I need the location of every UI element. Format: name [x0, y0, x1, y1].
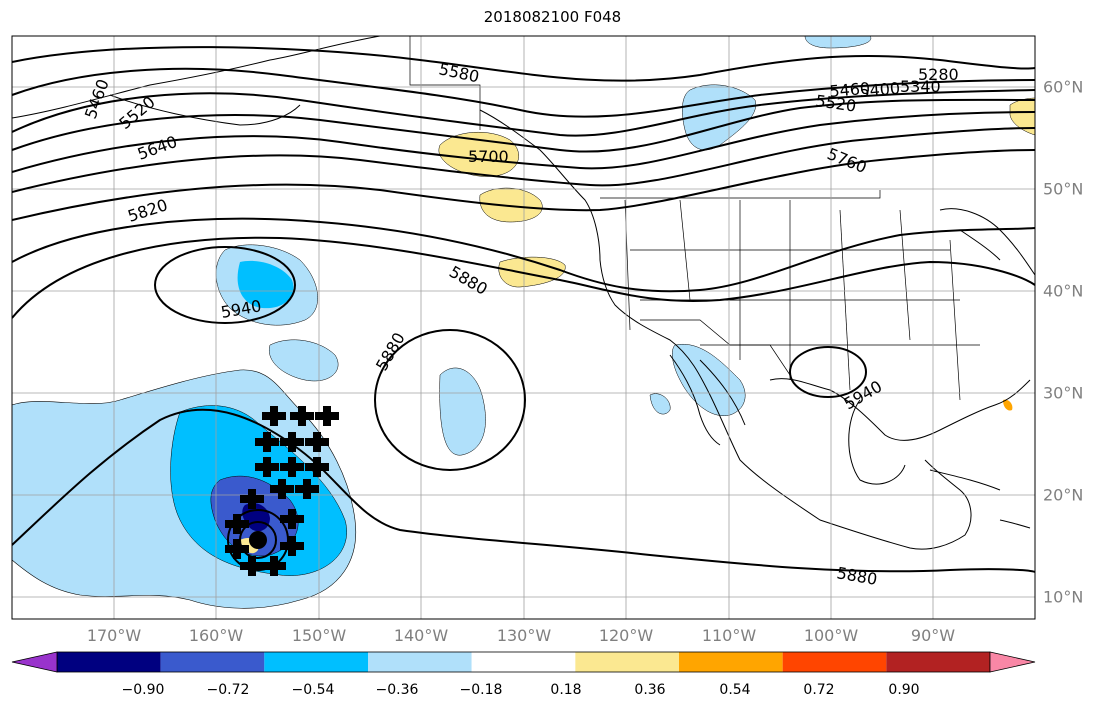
- colorbar-extend-low: [11, 651, 58, 673]
- map-frame: [11, 35, 1036, 620]
- colorbar-segment: [57, 652, 161, 672]
- lat-label: 60°N: [1043, 77, 1084, 97]
- lon-label: 100°W: [803, 626, 859, 645]
- height-contours: [12, 46, 1035, 573]
- contour-label: 5640: [135, 132, 180, 164]
- lat-label: 50°N: [1043, 179, 1084, 199]
- lon-label: 140°W: [393, 626, 449, 645]
- colorbar-tick-label: 0.72: [803, 682, 835, 698]
- colorbar-tick-label: 0.90: [888, 682, 920, 698]
- colorbar-tick-label: −0.36: [375, 682, 419, 698]
- colorbar-segment: [782, 652, 887, 672]
- shaded-areas: [12, 36, 1035, 609]
- lon-label: 90°W: [910, 626, 956, 645]
- colorbar-segment: [679, 652, 783, 672]
- colorbar-segment: [575, 652, 679, 672]
- contour-label: 5460: [81, 77, 113, 122]
- colorbar-segment: [368, 652, 472, 672]
- lat-label: 20°N: [1043, 485, 1084, 505]
- colorbar-tick-label: −0.90: [121, 682, 165, 698]
- lon-label: 110°W: [701, 626, 757, 645]
- lon-label: 130°W: [496, 626, 552, 645]
- contour-label: 5880: [835, 563, 878, 589]
- colorbar-tick-label: −0.72: [206, 682, 250, 698]
- graticule: [12, 36, 1035, 619]
- contour-label: 5280: [918, 65, 959, 84]
- contour-label: 5700: [468, 147, 509, 166]
- contour-label: 5820: [125, 195, 170, 226]
- contour-label: 5400: [859, 79, 901, 101]
- colorbar-tick-label: 0.36: [634, 682, 666, 698]
- lon-label: 120°W: [598, 626, 654, 645]
- colorbar-tick-label: −0.54: [291, 682, 335, 698]
- lon-label: 170°W: [86, 626, 142, 645]
- contour-label: 5880: [446, 262, 491, 299]
- colorbar-extend-high: [989, 651, 1036, 673]
- colorbar-tick-label: 0.18: [550, 682, 582, 698]
- coastlines: [12, 36, 1035, 550]
- colorbar-segment: [160, 652, 265, 672]
- track-markers: [225, 406, 339, 576]
- contour-label: 5580: [437, 59, 481, 86]
- lat-label: 10°N: [1043, 587, 1084, 607]
- lat-label: 30°N: [1043, 383, 1084, 403]
- colorbar-segment: [471, 652, 576, 672]
- colorbar: [11, 651, 1036, 673]
- contour-label: 5340: [900, 77, 941, 96]
- map-panel: 5460 5520 5640 5820 5580 5700 5760 5880 …: [11, 35, 1036, 620]
- colorbar-tick-label: 0.54: [719, 682, 751, 698]
- contour-label: 5880: [372, 329, 409, 374]
- lon-label: 160°W: [188, 626, 244, 645]
- lat-label: 40°N: [1043, 281, 1084, 301]
- colorbar-segment: [886, 652, 990, 672]
- colorbar-segment: [264, 652, 368, 672]
- lon-label: 150°W: [291, 626, 347, 645]
- contour-label: 5460: [829, 79, 871, 101]
- colorbar-tick-label: −0.18: [459, 682, 503, 698]
- map-title: 2018082100 F048: [483, 8, 622, 26]
